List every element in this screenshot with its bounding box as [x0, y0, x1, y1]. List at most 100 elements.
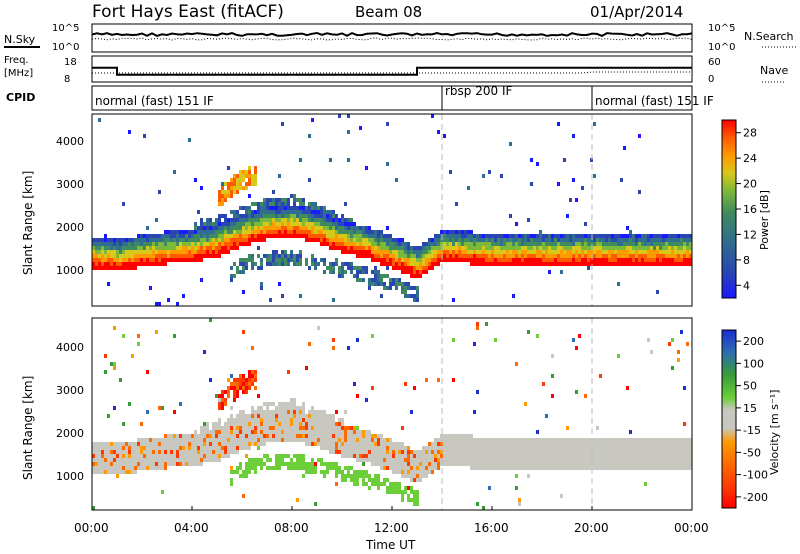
heatmap-cell — [104, 462, 107, 466]
heatmap-cell — [398, 262, 401, 266]
heatmap-cell — [275, 254, 278, 258]
heatmap-cell — [323, 270, 326, 274]
heatmap-cell — [272, 430, 275, 434]
heatmap-cell — [455, 442, 458, 446]
heatmap-cell — [98, 254, 101, 258]
heatmap-cell — [671, 254, 674, 258]
heatmap-cell — [650, 238, 653, 242]
heatmap-cell — [494, 446, 497, 450]
heatmap-cell — [221, 454, 224, 458]
heatmap-cell — [311, 206, 314, 210]
heatmap-cell — [662, 262, 665, 266]
heatmap-cell — [188, 254, 191, 258]
heatmap-cell — [257, 394, 260, 398]
heatmap-cell — [461, 230, 464, 234]
heatmap-cell — [494, 462, 497, 466]
heatmap-cell — [374, 478, 377, 482]
heatmap-cell — [500, 458, 503, 462]
heatmap-cell — [473, 410, 476, 414]
heatmap-cell — [200, 242, 203, 246]
heatmap-cell — [251, 426, 254, 430]
heatmap-cell — [230, 218, 233, 222]
heatmap-cell — [254, 466, 257, 470]
heatmap-cell — [107, 242, 110, 246]
heatmap-cell — [185, 438, 188, 442]
heatmap-cell — [491, 246, 494, 250]
heatmap-cell — [212, 238, 215, 242]
heatmap-cell — [656, 466, 659, 470]
heatmap-cell — [515, 442, 518, 446]
heatmap-cell — [188, 138, 191, 142]
heatmap-cell — [260, 418, 263, 422]
heatmap-cell — [155, 254, 158, 258]
heatmap-cell — [527, 458, 530, 462]
heatmap-cell — [218, 394, 221, 398]
heatmap-cell — [587, 454, 590, 458]
heatmap-cell — [326, 222, 329, 226]
heatmap-cell — [428, 250, 431, 254]
heatmap-cell — [194, 434, 197, 438]
heatmap-cell — [224, 442, 227, 446]
heatmap-cell — [656, 454, 659, 458]
heatmap-cell — [242, 266, 245, 270]
heatmap-cell — [551, 254, 554, 258]
heatmap-cell — [515, 450, 518, 454]
heatmap-cell — [356, 450, 359, 454]
heatmap-cell — [566, 242, 569, 246]
heatmap-cell — [533, 250, 536, 254]
heatmap-cell — [122, 258, 125, 262]
heatmap-cell — [533, 242, 536, 246]
heatmap-cell — [503, 442, 506, 446]
heatmap-cell — [368, 242, 371, 246]
heatmap-cell — [515, 262, 518, 266]
heatmap-cell — [452, 234, 455, 238]
heatmap-cell — [395, 466, 398, 470]
heatmap-cell — [386, 250, 389, 254]
heatmap-cell — [575, 254, 578, 258]
heatmap-cell — [308, 410, 311, 414]
heatmap-cell — [494, 246, 497, 250]
heatmap-cell — [113, 326, 116, 330]
heatmap-cell — [137, 250, 140, 254]
heatmap-cell — [275, 222, 278, 226]
heatmap-cell — [512, 294, 515, 298]
colorbar-tick-label: -50 — [743, 446, 761, 459]
heatmap-cell — [206, 458, 209, 462]
heatmap-cell — [578, 258, 581, 262]
heatmap-cell — [398, 486, 401, 490]
heatmap-cell — [296, 210, 299, 214]
heatmap-cell — [395, 458, 398, 462]
heatmap-cell — [338, 442, 341, 446]
heatmap-cell — [206, 238, 209, 242]
heatmap-cell — [413, 298, 416, 302]
heatmap-cell — [332, 234, 335, 238]
heatmap-cell — [497, 254, 500, 258]
heatmap-cell — [131, 458, 134, 462]
heatmap-cell — [389, 286, 392, 290]
heatmap-cell — [173, 454, 176, 458]
heatmap-cell — [581, 438, 584, 442]
heatmap-cell — [434, 258, 437, 262]
heatmap-cell — [515, 246, 518, 250]
heatmap-cell — [581, 234, 584, 238]
heatmap-cell — [653, 250, 656, 254]
heatmap-cell — [251, 430, 254, 434]
heatmap-cell — [356, 250, 359, 254]
heatmap-cell — [254, 226, 257, 230]
heatmap-cell — [236, 174, 239, 178]
heatmap-cell — [353, 226, 356, 230]
heatmap-cell — [209, 454, 212, 458]
heatmap-cell — [125, 466, 128, 470]
heatmap-cell — [512, 442, 515, 446]
heatmap-cell — [584, 250, 587, 254]
heatmap-cell — [470, 254, 473, 258]
heatmap-cell — [341, 434, 344, 438]
heatmap-cell — [281, 222, 284, 226]
heatmap-cell — [584, 222, 587, 226]
heatmap-cell — [140, 458, 143, 462]
heatmap-cell — [542, 234, 545, 238]
heatmap-cell — [437, 242, 440, 246]
heatmap-cell — [617, 262, 620, 266]
heatmap-cell — [461, 242, 464, 246]
heatmap-cell — [281, 218, 284, 222]
